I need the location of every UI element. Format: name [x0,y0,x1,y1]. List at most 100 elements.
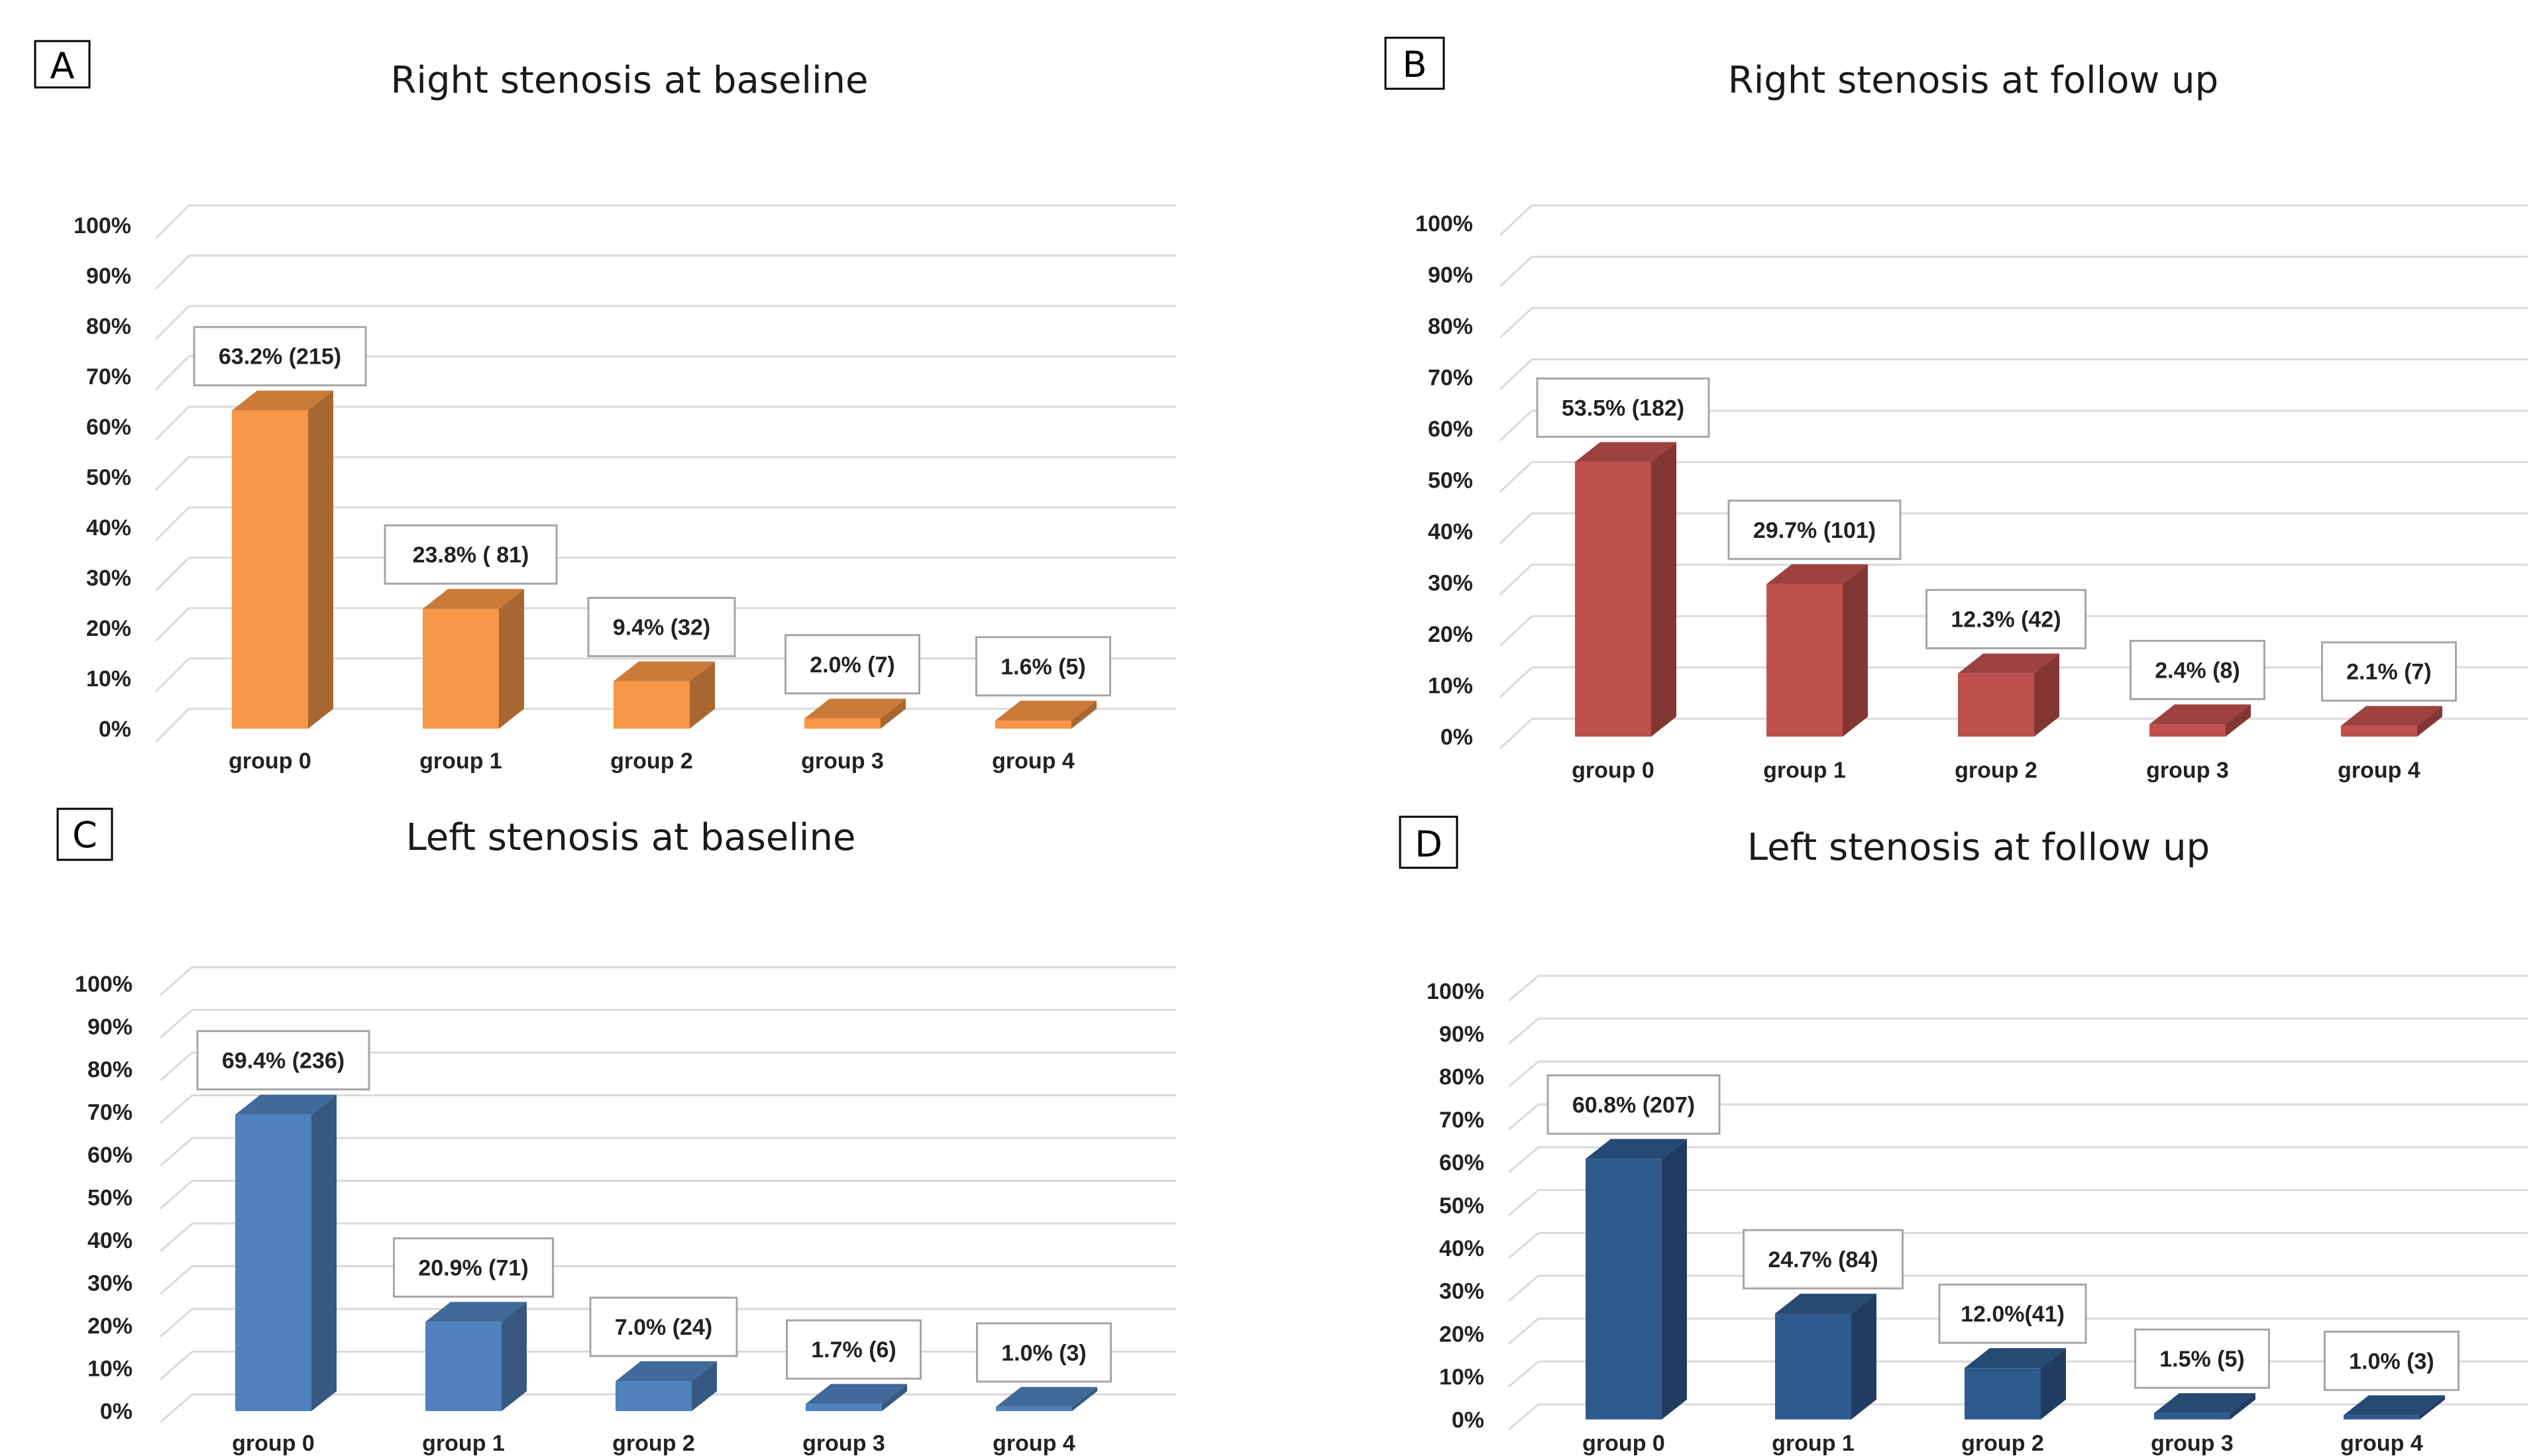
bar-side [311,1094,337,1412]
data-label: 1.0% (3) [1001,1341,1087,1366]
bar-top [1958,653,2059,674]
gridline-depth [154,506,190,542]
bar-side [1851,1293,1876,1420]
gridline-depth [1499,358,1533,390]
data-label-box [196,1030,370,1091]
data-label: 53.5% (182) [1562,395,1684,421]
bar-side [881,698,906,729]
data-label-box [2324,1330,2460,1391]
bar-top [1766,564,1868,584]
x-category-label: group 3 [2151,1431,2234,1456]
bar-top [616,1361,717,1382]
bar-side [2417,705,2442,737]
y-tick-label: 40% [86,515,131,541]
data-label-box [1536,377,1710,438]
x-category-label: group 4 [992,749,1075,774]
data-label-box [786,1319,922,1380]
gridline-depth [1508,1403,1539,1431]
bar [614,681,690,729]
y-tick-label: 10% [1428,674,1473,699]
data-label-box [2130,639,2265,700]
y-tick-label: 60% [1439,1151,1484,1176]
data-label: 20.9% (71) [418,1255,528,1280]
data-label: 60.8% (207) [1572,1092,1695,1118]
panel-letter-box [1399,815,1458,869]
y-tick-label: 60% [1428,417,1473,442]
y-tick-label: 10% [1439,1365,1484,1390]
bar-top [996,1386,1097,1407]
y-tick-label: 0% [99,717,131,742]
y-tick-label: 100% [1427,979,1484,1004]
chart-panel-b: B Right stenosis at follow up 0% 10% 20% 30… [1384,36,2528,783]
gridline-depth [160,1265,193,1295]
x-category-label: group 0 [1582,1431,1665,1456]
bar-side [2226,704,2251,737]
gridline-depth [154,405,190,441]
data-label: 2.1% (7) [2346,660,2432,685]
y-tick-label: 50% [87,1186,133,1211]
data-label: 69.4% (236) [222,1049,345,1074]
gridline-depth [1499,461,1533,493]
data-label: 9.4% (32) [613,615,710,641]
bar [1586,1159,1662,1420]
y-tick-label: 50% [1439,1193,1484,1218]
y-tick-label: 40% [87,1228,133,1253]
bar-top [1775,1293,1876,1314]
bar-side [2230,1393,2255,1420]
y-tick-label: 100% [75,972,133,997]
bar-side [692,1361,717,1412]
y-tick-label: 90% [1439,1022,1484,1047]
x-category-label: group 1 [1772,1431,1855,1456]
bar-top [232,390,333,411]
panel-letter: D [1415,823,1442,865]
chart-title: Left stenosis at baseline [406,816,856,859]
bar-side [1843,564,1868,737]
bar [804,718,881,729]
x-category-label: group 1 [422,1431,505,1456]
gridline-depth [154,657,190,693]
chart-panel-a: A Right stenosis at baseline 0% 10% 20% 30%… [34,40,1176,774]
gridline-depth [154,456,190,492]
data-label-box [1938,1283,2087,1344]
gridline-depth [1508,1146,1539,1173]
bar [425,1322,502,1412]
y-tick-label: 40% [1439,1236,1484,1261]
data-label: 12.3% (42) [1951,607,2061,633]
y-tick-label: 80% [86,314,131,339]
gridline-depth [1499,204,1533,236]
bar [995,720,1071,729]
bar-top [2154,1393,2255,1414]
gridline-depth [1508,1017,1539,1045]
data-label-box [785,634,920,695]
y-tick-label: 90% [87,1015,133,1040]
chart-panel-d: D Left stenosis at follow up 0% 10% 20% 30%… [1399,815,2528,1456]
bar-side [2034,653,2059,737]
gridline-depth [1499,717,1533,750]
data-label-box [1546,1074,1721,1135]
bar-top [804,698,906,719]
bar-side [1071,700,1097,729]
x-category-label: group 3 [802,1431,885,1456]
y-tick-label: 20% [1439,1322,1484,1347]
x-category-label: group 3 [801,749,884,774]
gridline-depth [160,1222,193,1253]
data-label: 23.8% ( 81) [413,543,529,568]
gridline-depth [160,1009,193,1039]
panel-letter-box [56,807,113,861]
bar [423,609,499,729]
data-label: 1.0% (3) [2349,1349,2434,1374]
bar-side [882,1384,907,1412]
y-tick-label: 30% [1428,571,1473,596]
y-tick-label: 70% [86,364,131,390]
y-tick-label: 80% [87,1057,133,1082]
data-label-box [2321,641,2457,702]
y-tick-label: 0% [1440,725,1473,750]
gridline-depth [1499,307,1533,339]
bar-side [1662,1139,1687,1420]
gridline-depth [1499,512,1533,545]
bar-top [2149,704,2251,725]
x-category-label: group 4 [2340,1431,2423,1456]
x-category-label: group 4 [2338,758,2420,783]
y-tick-label: 50% [1428,468,1473,494]
gridline-depth [160,1180,193,1210]
